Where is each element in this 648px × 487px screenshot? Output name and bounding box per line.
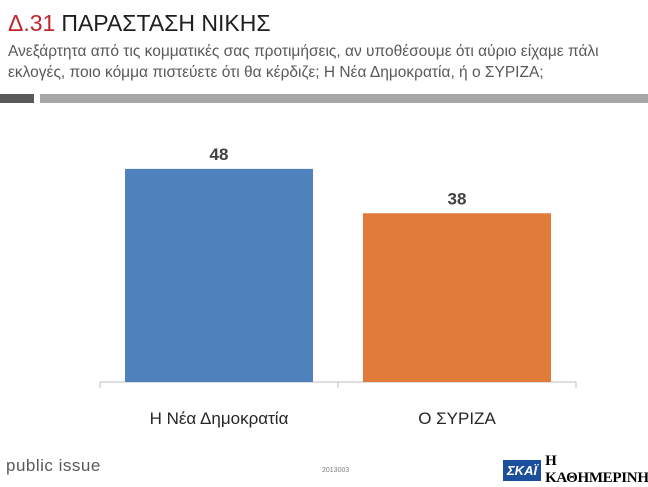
category-label: Ο ΣΥΡΙΖΑ <box>418 409 496 428</box>
bar-chart: 48 Η Νέα Δημοκρατία 38 Ο ΣΥΡΙΖΑ <box>99 145 577 428</box>
bar <box>363 213 551 382</box>
data-label: 48 <box>210 145 229 164</box>
divider-accent <box>0 94 34 103</box>
kathimerini-logo: Η ΚΑΘΗΜΕΡΙΝΗ <box>545 453 648 486</box>
skai-logo: ΣΚΑΪ <box>503 459 542 481</box>
brand-logo: public issue <box>6 456 101 475</box>
category-label: Η Νέα Δημοκρατία <box>150 409 289 428</box>
bar <box>125 168 313 382</box>
question-code: Δ.31 <box>8 10 56 36</box>
title-text: ΠΑΡΑΣΤΑΣΗ ΝΙΚΗΣ <box>61 10 271 36</box>
divider-bar <box>40 94 648 103</box>
slide-title: Δ.31 ΠΑΡΑΣΤΑΣΗ ΝΙΚΗΣ <box>8 8 644 38</box>
question-text: Ανεξάρτητα από τις κομματικές σας προτιμ… <box>8 43 599 81</box>
survey-code: 2013003 <box>322 467 350 474</box>
slide-header: Δ.31 ΠΑΡΑΣΤΑΣΗ ΝΙΚΗΣ Ανεξάρτητα από τις κ… <box>8 8 644 83</box>
media-logos: ΣΚΑΪ Η ΚΑΘΗΜΕΡΙΝΗ <box>503 453 648 486</box>
data-label: 38 <box>448 189 467 208</box>
